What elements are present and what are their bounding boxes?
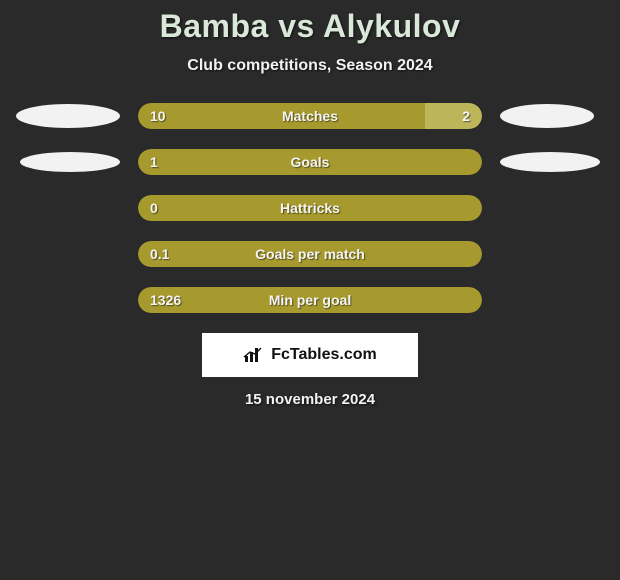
stat-row: 1Goals bbox=[0, 149, 620, 175]
bar-left-fill bbox=[138, 241, 482, 267]
stat-bar: 1Goals bbox=[138, 149, 482, 175]
left-oval-slot bbox=[10, 152, 120, 172]
stat-row: 1326Min per goal bbox=[0, 287, 620, 313]
stat-row: 0Hattricks bbox=[0, 195, 620, 221]
page-title: Bamba vs Alykulov bbox=[0, 8, 620, 45]
stat-row: 102Matches bbox=[0, 103, 620, 129]
stat-bar: 0.1Goals per match bbox=[138, 241, 482, 267]
bar-left-fill bbox=[138, 103, 425, 129]
bar-left-fill bbox=[138, 149, 482, 175]
bar-left-fill bbox=[138, 195, 482, 221]
date-text: 15 november 2024 bbox=[0, 391, 620, 408]
bar-right-fill bbox=[425, 103, 482, 129]
stat-bar: 0Hattricks bbox=[138, 195, 482, 221]
right-oval-slot bbox=[500, 152, 610, 172]
stat-bar: 102Matches bbox=[138, 103, 482, 129]
comparison-widget: Bamba vs Alykulov Club competitions, Sea… bbox=[0, 0, 620, 408]
player-right-oval bbox=[500, 104, 594, 128]
brand-text: FcTables.com bbox=[271, 346, 377, 364]
player-left-oval bbox=[20, 152, 120, 172]
brand-inner: FcTables.com bbox=[243, 346, 377, 364]
bar-left-fill bbox=[138, 287, 482, 313]
player-right-oval bbox=[500, 152, 600, 172]
right-oval-slot bbox=[500, 104, 610, 128]
bar-chart-icon bbox=[243, 346, 265, 364]
brand-box[interactable]: FcTables.com bbox=[202, 333, 418, 377]
stat-bar: 1326Min per goal bbox=[138, 287, 482, 313]
subtitle: Club competitions, Season 2024 bbox=[0, 57, 620, 75]
stat-rows: 102Matches 1Goals 0Hattricks 0.1Goals per m… bbox=[0, 103, 620, 313]
left-oval-slot bbox=[10, 104, 120, 128]
player-left-oval bbox=[16, 104, 120, 128]
stat-row: 0.1Goals per match bbox=[0, 241, 620, 267]
